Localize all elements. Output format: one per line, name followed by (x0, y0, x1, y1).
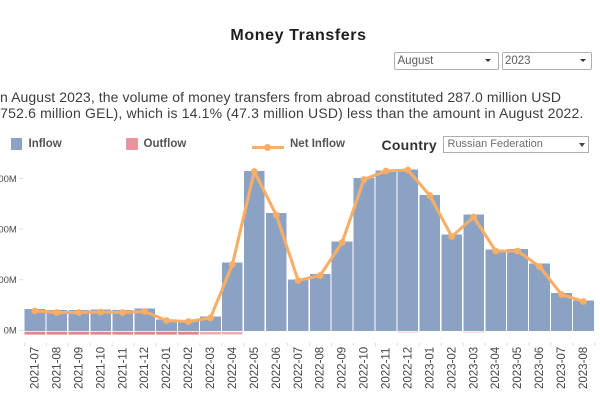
svg-text:300M: 300M (0, 174, 17, 185)
svg-text:2021-10: 2021-10 (95, 347, 107, 389)
svg-text:2021-11: 2021-11 (117, 348, 129, 389)
svg-text:2021-09: 2021-09 (73, 347, 85, 389)
svg-text:2022-08: 2022-08 (315, 347, 327, 389)
svg-text:2022-11: 2022-11 (381, 348, 393, 389)
svg-text:2023-02: 2023-02 (446, 347, 458, 389)
svg-text:2022-02: 2022-02 (183, 347, 195, 389)
svg-text:2021-07: 2021-07 (30, 347, 42, 389)
svg-text:2022-07: 2022-07 (293, 347, 305, 389)
svg-text:2021-12: 2021-12 (139, 347, 151, 389)
svg-text:2023-01: 2023-01 (424, 347, 436, 389)
svg-text:2023-05: 2023-05 (512, 347, 524, 389)
svg-text:2022-12: 2022-12 (402, 347, 414, 389)
svg-text:2023-06: 2023-06 (534, 347, 546, 389)
svg-text:0M: 0M (4, 326, 17, 337)
svg-text:2022-01: 2022-01 (161, 347, 173, 389)
svg-text:2021-08: 2021-08 (51, 347, 63, 389)
svg-text:2022-09: 2022-09 (337, 347, 349, 389)
svg-text:2023-03: 2023-03 (468, 347, 480, 389)
svg-text:100M: 100M (0, 275, 17, 286)
svg-text:2023-08: 2023-08 (578, 347, 590, 389)
svg-text:2022-06: 2022-06 (271, 347, 283, 389)
svg-text:2022-04: 2022-04 (227, 346, 239, 389)
svg-text:2023-07: 2023-07 (556, 347, 568, 389)
svg-text:2022-03: 2022-03 (205, 347, 217, 389)
svg-text:2023-04: 2023-04 (490, 346, 502, 389)
svg-text:2022-10: 2022-10 (359, 347, 371, 389)
svg-text:2022-05: 2022-05 (249, 347, 261, 389)
svg-text:200M: 200M (0, 224, 17, 235)
